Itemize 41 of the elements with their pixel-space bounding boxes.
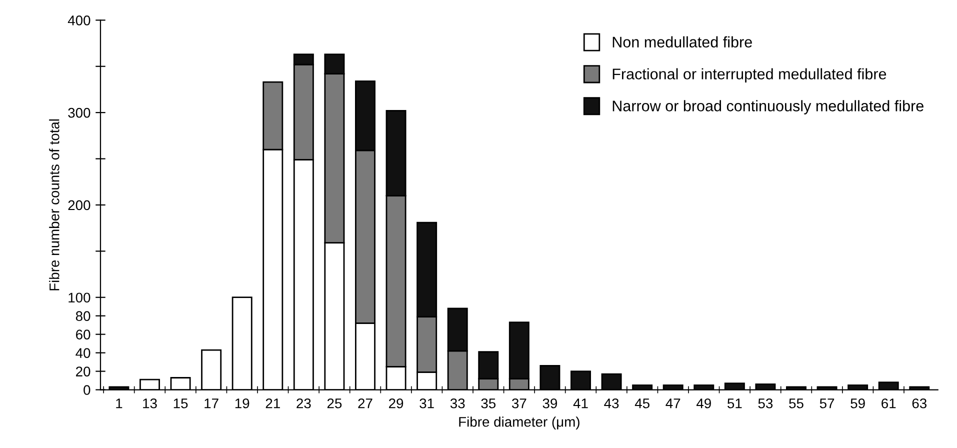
y-tick-label: 300: [68, 108, 90, 118]
x-tick-label: 57: [820, 398, 834, 408]
y-axis-title: Fibre number counts of total: [49, 119, 60, 290]
x-tick-label: 49: [696, 398, 711, 408]
x-tick-label: 21: [266, 398, 280, 408]
x-tick-label: 53: [758, 398, 773, 408]
y-tick-label: 0: [84, 385, 90, 395]
x-tick-label: 15: [174, 398, 188, 408]
legend-label: Fractional or interrupted medullated fibre: [612, 68, 886, 82]
x-tick-label: 63: [912, 398, 927, 408]
x-tick-label: 19: [235, 398, 250, 408]
x-axis-title: Fibre diameter (μm): [459, 416, 580, 430]
x-tick-label: 31: [420, 398, 434, 408]
y-tick-label: 20: [76, 366, 90, 376]
x-tick-label: 41: [573, 398, 588, 408]
x-tick-label: 23: [296, 398, 311, 408]
x-tick-label: 39: [542, 398, 558, 408]
x-tick-label: 59: [850, 398, 865, 408]
legend-label: Narrow or broad continuously medullated fibre: [612, 100, 924, 114]
y-tick-label: 400: [68, 15, 90, 26]
x-tick-label: 37: [512, 398, 526, 408]
x-tick-label: 55: [789, 398, 804, 408]
y-tick-label: 40: [76, 348, 90, 358]
x-tick-label: 29: [389, 398, 404, 408]
x-tick-label: 47: [666, 398, 680, 408]
x-tick-label: 45: [634, 398, 650, 408]
x-tick-label: 27: [358, 398, 372, 408]
x-tick-label: 25: [327, 398, 342, 408]
x-tick-label: 33: [450, 398, 465, 408]
y-tick-label: 80: [76, 311, 90, 322]
y-tick-label: 200: [68, 200, 90, 210]
x-tick-label: 61: [882, 398, 896, 408]
y-tick-label: 60: [76, 330, 90, 340]
x-tick-label: 1: [116, 398, 122, 408]
x-tick-label: 43: [604, 398, 619, 408]
x-tick-label: 35: [481, 398, 496, 408]
x-tick-label: 13: [143, 398, 157, 408]
legend-label: Non medullated fibre: [612, 36, 752, 48]
y-tick-label: 100: [68, 292, 90, 303]
x-tick-label: 17: [204, 398, 218, 408]
x-tick-label: 51: [728, 398, 742, 408]
